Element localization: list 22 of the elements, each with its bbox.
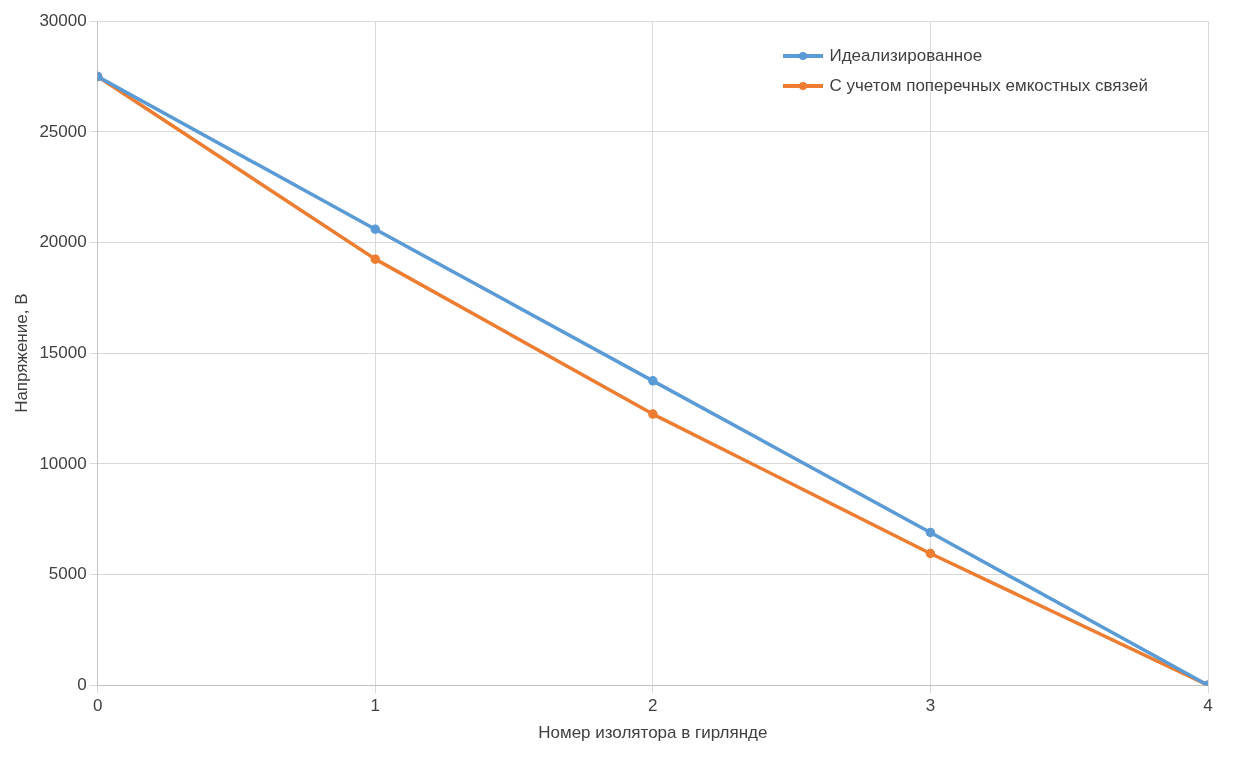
y-tick-label: 15000 [39, 342, 87, 362]
x-tick-label: 2 [648, 696, 658, 716]
x-tick-label: 4 [1203, 696, 1213, 716]
y-tick-label: 30000 [39, 10, 87, 30]
y-tick-label: 5000 [48, 564, 87, 584]
x-tick-label: 0 [92, 696, 103, 716]
point [370, 254, 381, 264]
legend-label: С учетом поперечных емкостных связей [829, 75, 1148, 98]
x-tick-label: 1 [370, 696, 380, 716]
y-tick-label: 25000 [39, 121, 87, 141]
legend-label: Идеализированное [829, 45, 983, 68]
point [648, 409, 658, 419]
y-axis-title: Напряжение, В [11, 293, 31, 413]
point [925, 527, 936, 538]
point [370, 224, 381, 234]
point [925, 548, 936, 559]
y-tick-label: 20000 [39, 232, 87, 252]
x-axis-title: Номер изолятора в гирлянде [538, 723, 768, 743]
y-tick-label: 0 [77, 674, 87, 694]
point [648, 376, 658, 386]
y-tick-label: 10000 [39, 453, 87, 473]
x-tick-label: 3 [925, 696, 936, 716]
